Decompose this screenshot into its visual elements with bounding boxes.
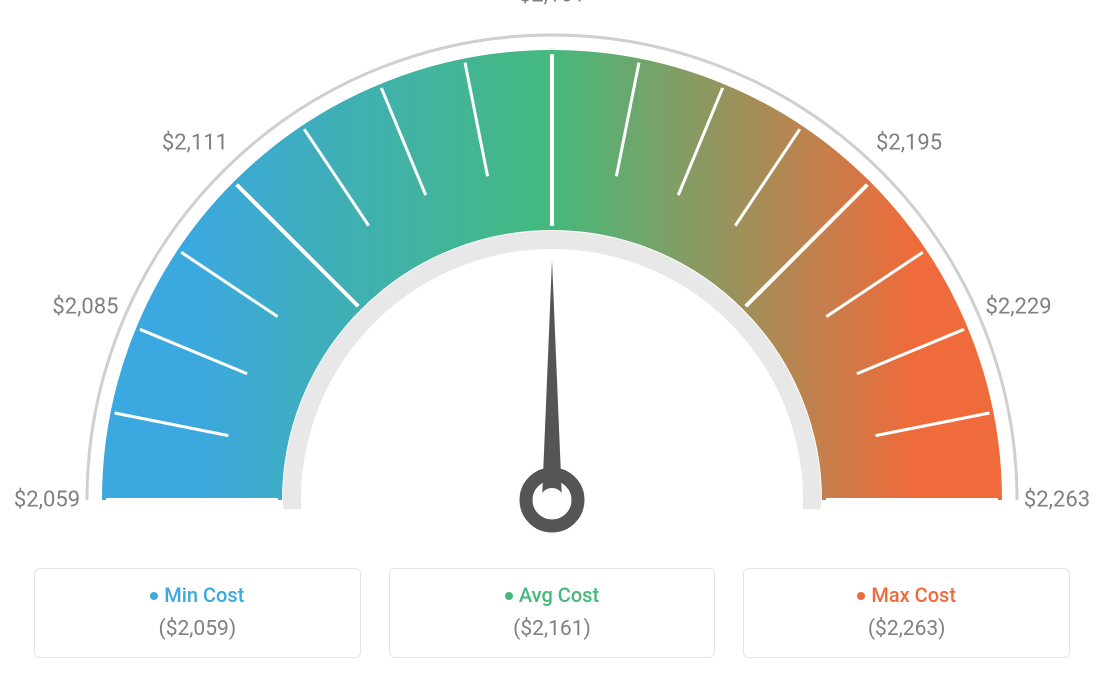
legend-row: Min Cost ($2,059) Avg Cost ($2,161) Max … bbox=[0, 568, 1104, 658]
gauge-tick-label: $2,085 bbox=[52, 294, 118, 319]
gauge-tick-label: $2,111 bbox=[162, 130, 228, 155]
legend-avg-label: Avg Cost bbox=[519, 583, 599, 607]
legend-min-title: Min Cost bbox=[45, 583, 350, 607]
gauge-svg bbox=[0, 0, 1104, 560]
gauge-tick-label: $2,161 bbox=[519, 0, 585, 8]
gauge-chart: $2,059 $2,085 $2,111 $2,161 $2,195 $2,229 $2,2… bbox=[0, 0, 1104, 560]
dot-icon bbox=[505, 592, 513, 600]
gauge-tick-label: $2,059 bbox=[14, 488, 80, 513]
gauge-tick-label: $2,263 bbox=[1024, 488, 1090, 513]
legend-avg-title: Avg Cost bbox=[400, 583, 705, 607]
legend-card-min: Min Cost ($2,059) bbox=[34, 568, 361, 658]
legend-max-label: Max Cost bbox=[871, 583, 956, 607]
gauge-tick-label: $2,195 bbox=[876, 130, 942, 155]
legend-max-title: Max Cost bbox=[754, 583, 1059, 607]
dot-icon bbox=[150, 592, 158, 600]
legend-avg-value: ($2,161) bbox=[400, 617, 705, 641]
legend-card-avg: Avg Cost ($2,161) bbox=[389, 568, 716, 658]
legend-card-max: Max Cost ($2,263) bbox=[743, 568, 1070, 658]
legend-min-label: Min Cost bbox=[164, 583, 244, 607]
gauge-tick-label: $2,229 bbox=[985, 294, 1051, 319]
dot-icon bbox=[857, 592, 865, 600]
legend-max-value: ($2,263) bbox=[754, 617, 1059, 641]
legend-min-value: ($2,059) bbox=[45, 617, 350, 641]
